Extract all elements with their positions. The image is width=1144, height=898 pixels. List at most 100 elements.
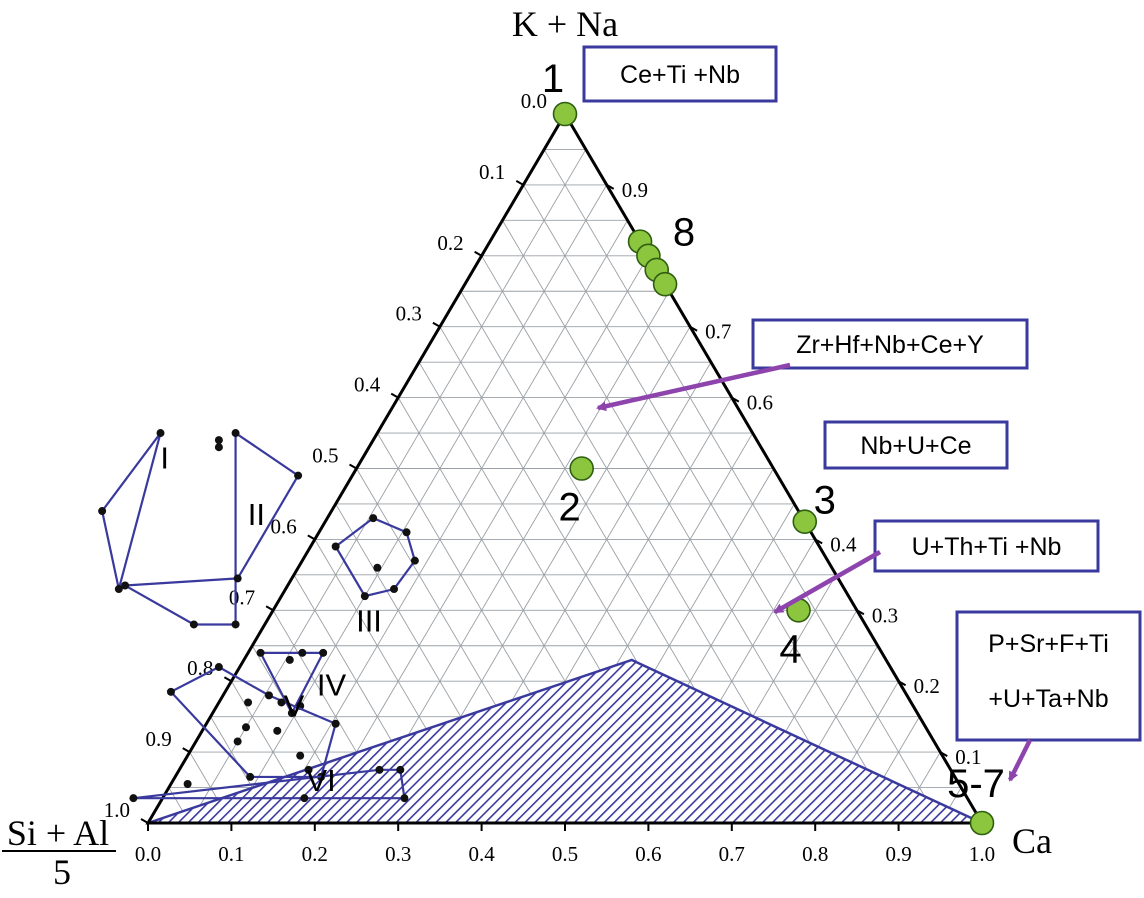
tick-label-left: 0.9 (145, 727, 171, 751)
group-point (183, 780, 192, 789)
group-point (233, 574, 242, 583)
tick-mark-right (814, 538, 823, 545)
tick-mark-right (689, 325, 698, 332)
tick-label-bottom: 0.9 (885, 842, 911, 866)
group-point (373, 563, 382, 572)
group-polygon (100, 432, 162, 590)
group-point (360, 592, 369, 601)
group-point (400, 794, 409, 803)
tick-mark-left (432, 321, 441, 328)
numbered-point-label: 4 (779, 627, 801, 671)
numbered-point-label: 8 (673, 211, 695, 255)
group-point (214, 663, 223, 672)
tick-label-left: 0.0 (521, 89, 547, 113)
group-point (166, 687, 175, 696)
numbered-point-label: 3 (814, 479, 836, 523)
annotation-arrow (773, 550, 882, 614)
group-point (304, 765, 313, 774)
tick-mark-left (474, 250, 483, 257)
tick-labels: 0.0 0.1 0.2 0.3 0.4 0.5 0.6 0.7 0.8 0.9 1.00.00.10… (104, 89, 995, 866)
vertex-label-right: Ca (1012, 821, 1052, 861)
tick-mark-left (515, 180, 524, 186)
group-label: IV (317, 667, 347, 702)
numbered-point (792, 509, 818, 534)
numbered-point-label: 5-7 (947, 762, 1005, 806)
numbered-point (552, 101, 578, 127)
tick-mark-left (182, 747, 191, 753)
numbered-point (652, 271, 678, 297)
group-point (390, 585, 399, 594)
tick-mark-left (349, 463, 357, 470)
tick-label-right: 0.9 (622, 178, 648, 202)
group-point (246, 772, 255, 781)
group-point (244, 698, 253, 707)
tick-label-right: 0.4 (830, 532, 857, 556)
tick-mark-right (856, 609, 865, 616)
group-point (121, 581, 130, 590)
tick-mark-left (223, 676, 232, 683)
group-point (300, 794, 309, 803)
annotation-text: P+Sr+F+Ti (988, 630, 1109, 658)
group-point (287, 709, 296, 718)
tick-mark-right (898, 680, 907, 687)
group-label: VI (306, 763, 335, 798)
group-point (233, 737, 242, 746)
group-label: II (248, 497, 265, 532)
tick-label-left: 0.5 (312, 444, 338, 468)
annotation-text: Ce+Ti +Nb (620, 61, 740, 89)
numbered-points: 1 2 3 4 5-7 8 (542, 57, 1005, 836)
tick-label-bottom: 0.7 (719, 842, 745, 866)
tick-label-left: 0.4 (354, 373, 381, 397)
tick-label-bottom: 0.0 (135, 842, 161, 866)
grid-lines (168, 148, 962, 824)
numbered-point (569, 456, 594, 481)
group-point (285, 655, 294, 664)
tick-label-bottom: 0.8 (802, 842, 828, 866)
group-point (214, 443, 223, 452)
tick-mark-right (939, 751, 948, 757)
tick-label-left: 0.7 (229, 585, 255, 609)
tick-mark-right (731, 396, 740, 403)
annotation-box (751, 318, 1029, 370)
group-point (331, 542, 340, 551)
group-point (402, 528, 411, 537)
tick-mark-left (265, 605, 274, 612)
tick-mark-right (606, 184, 615, 190)
tick-label-left: 0.6 (271, 514, 297, 538)
vertex-labels: K + Na Ca Si + Al 5 (2, 4, 1052, 892)
annotation-text: Zr+Hf+Nb+Ce+Y (796, 331, 984, 359)
annotation-arrow (1007, 738, 1033, 782)
group-point (156, 429, 165, 438)
group-point (214, 436, 223, 445)
annotation-text: +U+Ta+Nb (988, 685, 1108, 713)
group-point (231, 620, 240, 629)
tick-mark-left (390, 392, 399, 399)
vertex-label-left-denominator: 5 (53, 852, 71, 892)
numbered-point-label: 2 (559, 486, 581, 530)
group-point (296, 751, 305, 760)
group-point (375, 765, 384, 774)
tick-mark-left (140, 818, 149, 824)
tick-label-left: 0.1 (479, 160, 505, 184)
group-point (256, 648, 265, 657)
tick-label-right: 0.6 (747, 391, 773, 415)
vertex-label-left-numerator: Si + Al (7, 813, 109, 853)
tick-label-right: 0.3 (872, 603, 898, 627)
tick-label-bottom: 0.5 (552, 842, 578, 866)
group-polygon (334, 516, 417, 598)
tick-label-right: 0.7 (705, 320, 731, 344)
tick-mark-left (307, 534, 316, 541)
grid-line (543, 149, 941, 824)
tick-label-bottom: 0.3 (385, 842, 411, 866)
group-polygon (169, 665, 337, 779)
group-point (189, 620, 198, 629)
tick-label-left: 0.2 (437, 231, 463, 255)
annotation-text: Nb+U+Ce (860, 432, 971, 460)
group-label: I (160, 441, 169, 476)
grid-line (189, 149, 587, 824)
group-point (410, 556, 419, 565)
annotation-box (873, 519, 1100, 573)
group-point (298, 648, 307, 657)
